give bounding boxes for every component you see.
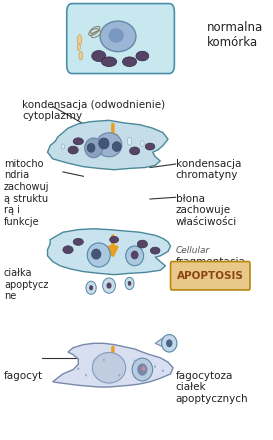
Text: fagocytoza
ciałek
apoptycznych: fagocytoza ciałek apoptycznych bbox=[176, 371, 248, 404]
Ellipse shape bbox=[85, 374, 87, 377]
Ellipse shape bbox=[92, 51, 106, 62]
Ellipse shape bbox=[106, 282, 112, 289]
Ellipse shape bbox=[103, 359, 105, 361]
Text: błona
zachowuje
właściwości: błona zachowuje właściwości bbox=[176, 194, 237, 227]
Ellipse shape bbox=[86, 281, 96, 294]
Ellipse shape bbox=[141, 140, 144, 147]
Text: kondensacja
chromatyny: kondensacja chromatyny bbox=[176, 159, 241, 180]
Ellipse shape bbox=[110, 236, 119, 243]
Ellipse shape bbox=[126, 246, 144, 266]
Ellipse shape bbox=[132, 358, 153, 381]
Ellipse shape bbox=[136, 51, 149, 61]
Polygon shape bbox=[48, 229, 171, 275]
Ellipse shape bbox=[162, 370, 164, 372]
Text: Cellular: Cellular bbox=[176, 246, 210, 255]
Ellipse shape bbox=[89, 285, 93, 290]
Ellipse shape bbox=[112, 142, 121, 151]
Ellipse shape bbox=[142, 367, 146, 371]
Ellipse shape bbox=[73, 238, 83, 246]
Ellipse shape bbox=[100, 21, 136, 51]
Ellipse shape bbox=[133, 359, 136, 362]
Ellipse shape bbox=[166, 339, 173, 347]
Ellipse shape bbox=[123, 57, 136, 66]
Ellipse shape bbox=[91, 249, 101, 260]
Ellipse shape bbox=[127, 137, 132, 145]
Ellipse shape bbox=[150, 247, 160, 254]
Ellipse shape bbox=[77, 367, 79, 370]
Ellipse shape bbox=[131, 251, 138, 259]
Text: fragmentacja
cytoplazmy: fragmentacja cytoplazmy bbox=[176, 257, 245, 279]
Ellipse shape bbox=[162, 334, 177, 352]
Ellipse shape bbox=[125, 277, 134, 290]
Ellipse shape bbox=[145, 143, 155, 150]
Ellipse shape bbox=[118, 374, 120, 377]
Ellipse shape bbox=[77, 44, 80, 51]
Ellipse shape bbox=[63, 246, 73, 254]
Text: normalna
komórka: normalna komórka bbox=[206, 21, 263, 49]
Ellipse shape bbox=[85, 138, 103, 158]
FancyBboxPatch shape bbox=[171, 261, 250, 290]
Polygon shape bbox=[155, 336, 176, 347]
Ellipse shape bbox=[129, 147, 140, 155]
Ellipse shape bbox=[93, 359, 95, 362]
Ellipse shape bbox=[77, 35, 82, 45]
Ellipse shape bbox=[137, 240, 147, 248]
Ellipse shape bbox=[101, 57, 117, 66]
Ellipse shape bbox=[154, 365, 156, 368]
Ellipse shape bbox=[99, 138, 109, 149]
Ellipse shape bbox=[87, 243, 110, 267]
Ellipse shape bbox=[128, 281, 131, 286]
Ellipse shape bbox=[87, 143, 95, 152]
Polygon shape bbox=[53, 343, 173, 387]
Ellipse shape bbox=[68, 146, 78, 154]
Ellipse shape bbox=[108, 28, 124, 43]
Ellipse shape bbox=[137, 363, 147, 376]
Text: kondensacja (odwodnienie)
cytoplazmy: kondensacja (odwodnienie) cytoplazmy bbox=[22, 100, 165, 121]
Text: ciałka
apoptycz
ne: ciałka apoptycz ne bbox=[4, 268, 48, 301]
Ellipse shape bbox=[96, 133, 122, 157]
Text: fagocyt: fagocyt bbox=[4, 371, 43, 381]
Ellipse shape bbox=[103, 278, 115, 293]
Ellipse shape bbox=[79, 51, 83, 60]
Ellipse shape bbox=[61, 144, 64, 149]
FancyBboxPatch shape bbox=[67, 4, 174, 73]
Ellipse shape bbox=[92, 352, 126, 383]
Ellipse shape bbox=[73, 138, 83, 145]
Text: mitocho
ndria
zachowuj
ą struktu
rą i
funkcje: mitocho ndria zachowuj ą struktu rą i fu… bbox=[4, 159, 49, 227]
Polygon shape bbox=[48, 120, 168, 170]
Text: APOPTOSIS: APOPTOSIS bbox=[177, 271, 244, 281]
